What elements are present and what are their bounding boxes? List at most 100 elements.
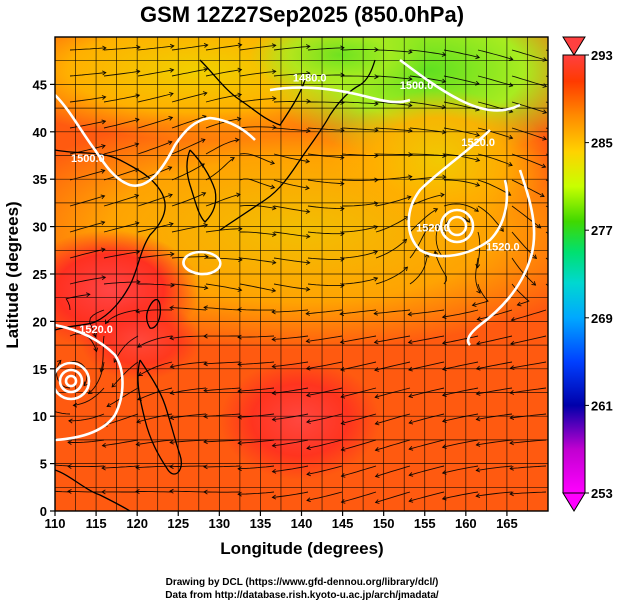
streamline-arrowhead xyxy=(508,56,514,61)
streamline-arrowhead xyxy=(83,381,88,387)
streamline xyxy=(68,413,105,422)
streamline-arrowhead xyxy=(408,174,413,180)
streamline xyxy=(443,127,480,136)
contour-label: 1520.0 xyxy=(461,137,495,149)
streamline xyxy=(100,335,105,372)
colorbar-tick-label: 285 xyxy=(591,136,613,151)
chart-title: GSM 12Z27Sep2025 (850.0hPa) xyxy=(140,2,464,27)
streamline xyxy=(443,49,480,58)
streamline-arrowhead xyxy=(340,72,345,78)
streamline-arrowhead xyxy=(475,416,481,422)
streamline-arrowhead xyxy=(101,275,107,281)
streamline-arrowhead xyxy=(305,365,311,371)
streamline-arrowhead xyxy=(35,433,39,437)
streamline-arrowhead xyxy=(36,403,40,407)
streamline-arrowhead xyxy=(135,69,141,75)
streamline-arrowhead xyxy=(34,488,38,492)
streamline-arrowhead xyxy=(509,390,515,395)
streamline xyxy=(239,283,276,292)
streamline xyxy=(375,491,411,503)
streamline xyxy=(205,69,242,77)
streamline-arrowhead xyxy=(408,497,414,503)
streamline-arrowhead xyxy=(170,282,175,288)
streamline xyxy=(272,465,309,473)
streamline-arrowhead xyxy=(203,387,208,393)
wind-streamlines xyxy=(34,42,548,504)
streamline-arrowhead xyxy=(340,206,345,212)
streamline xyxy=(204,306,241,311)
streamline-arrowhead xyxy=(169,91,174,97)
field-warm-philippine-sea xyxy=(80,300,200,380)
streamline xyxy=(171,283,208,289)
streamline xyxy=(511,309,547,321)
streamline-arrowhead xyxy=(508,134,514,140)
streamline-arrowhead xyxy=(200,138,206,143)
streamline xyxy=(205,44,242,51)
streamline xyxy=(170,387,207,394)
streamline xyxy=(204,361,241,365)
contour-1520-high xyxy=(182,250,222,276)
streamline xyxy=(375,49,412,53)
streamline-arrowhead xyxy=(237,388,242,394)
streamline-arrowhead xyxy=(203,439,208,445)
streamline-arrowhead xyxy=(169,335,174,341)
streamline xyxy=(341,465,377,477)
credit-line-1: Drawing by DCL (https://www.gfd-dennou.o… xyxy=(166,577,439,588)
streamline-arrowhead xyxy=(72,402,78,408)
streamline xyxy=(375,266,408,285)
streamline-arrowhead xyxy=(237,92,243,98)
streamline xyxy=(272,491,309,498)
credit-line-2: Data from http://database.rish.kyoto-u.a… xyxy=(165,590,439,601)
streamline xyxy=(511,153,546,168)
streamline-arrowhead xyxy=(305,392,311,398)
streamline-arrowhead xyxy=(475,157,481,163)
streamline-arrowhead xyxy=(532,254,538,259)
streamline-arrowhead xyxy=(442,174,447,180)
streamline xyxy=(375,176,412,181)
coastline-borneo xyxy=(55,469,131,511)
contour-label: 1500.0 xyxy=(71,153,105,165)
streamline-arrowhead xyxy=(340,283,345,288)
streamline-arrowhead xyxy=(374,74,379,80)
streamline-arrowhead xyxy=(340,45,345,51)
streamline xyxy=(170,335,207,339)
streamline xyxy=(340,361,377,371)
streamline xyxy=(103,70,140,77)
streamline-arrowhead xyxy=(339,339,345,345)
streamline xyxy=(205,228,242,233)
streamline xyxy=(239,178,275,189)
streamline-arrowhead xyxy=(67,464,72,469)
streamline-arrowhead xyxy=(169,390,175,396)
streamline-arrowhead xyxy=(408,393,414,399)
streamline xyxy=(73,387,105,406)
streamline xyxy=(55,490,71,493)
streamline xyxy=(102,465,139,469)
streamline xyxy=(510,465,547,470)
contour-1500-east xyxy=(399,58,521,112)
streamline-arrowhead xyxy=(135,489,140,494)
streamline xyxy=(442,361,479,370)
streamline-arrowhead xyxy=(306,70,311,76)
streamline-arrowhead xyxy=(441,366,447,372)
streamline xyxy=(205,118,241,129)
coastline-japan xyxy=(219,59,376,231)
streamline xyxy=(170,307,207,311)
streamline xyxy=(340,335,377,343)
streamline-arrowhead xyxy=(474,207,479,212)
streamline-arrowhead xyxy=(237,307,242,313)
streamline-arrowhead xyxy=(134,193,140,199)
y-tick-label: 20 xyxy=(33,314,47,329)
streamline xyxy=(272,439,309,447)
streamline-arrowhead xyxy=(441,444,447,449)
streamline xyxy=(511,179,545,197)
streamline xyxy=(409,101,446,109)
streamline-arrowhead xyxy=(203,222,209,228)
cyclone-west-ring-2 xyxy=(58,368,84,394)
streamline-arrowhead xyxy=(236,192,241,198)
streamline-arrowhead xyxy=(238,226,243,232)
streamline-arrowhead xyxy=(237,440,242,446)
streamline xyxy=(103,46,140,51)
streamline-arrowhead xyxy=(237,334,242,340)
streamline xyxy=(340,309,377,315)
x-tick-label: 110 xyxy=(45,516,66,531)
